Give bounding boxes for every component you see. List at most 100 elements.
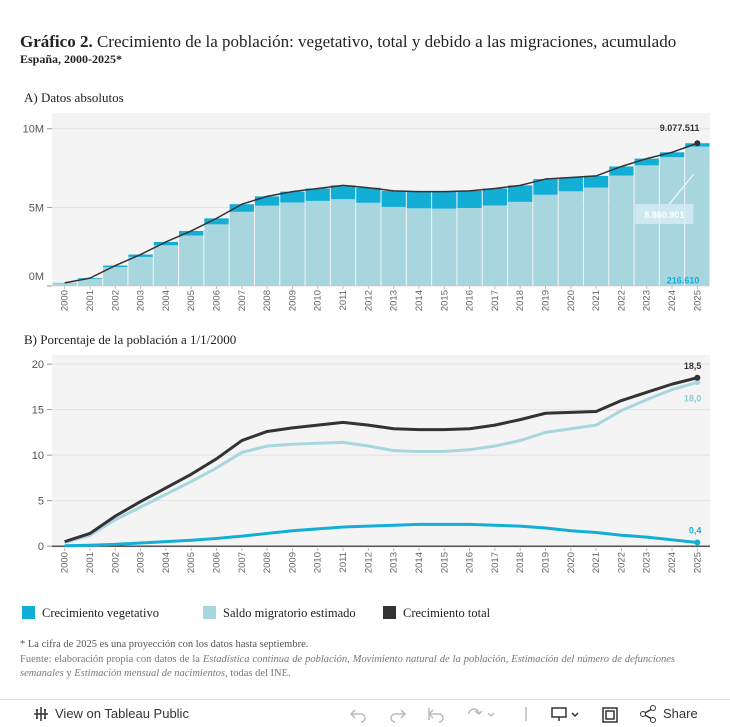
value-label: 18,0 xyxy=(684,393,702,403)
bar-segment xyxy=(457,207,482,286)
bar-segment xyxy=(609,166,634,176)
x-tick-label: 2008 xyxy=(262,552,273,573)
device[interactable] xyxy=(551,707,579,721)
line xyxy=(64,380,698,544)
source-part: Fuente: elaboración propia con datos de … xyxy=(20,654,203,665)
plot-background xyxy=(52,355,710,548)
x-tick-label: 2015 xyxy=(439,552,450,573)
bar-segment xyxy=(432,208,457,286)
annotation-box xyxy=(635,204,694,224)
x-tick-label: 2005 xyxy=(186,552,197,573)
x-tick-label: 2015 xyxy=(439,290,450,311)
x-tick-label: 2001 xyxy=(85,552,96,573)
bar-segment xyxy=(356,202,381,286)
y-tick-label: 10 xyxy=(32,450,44,462)
bar-segment xyxy=(204,224,229,286)
y-tick-label: 5 xyxy=(38,496,44,508)
bar-segment xyxy=(406,208,432,286)
source-part: Estadística continua de población xyxy=(202,654,348,665)
view-link[interactable]: View on Tableau Public xyxy=(55,706,189,721)
end-marker xyxy=(694,140,701,147)
x-tick-label: 2006 xyxy=(212,552,223,573)
y-tick-label: 0 xyxy=(38,541,44,553)
legend-label[interactable]: Crecimiento total xyxy=(403,606,491,620)
line xyxy=(64,376,698,544)
bar-segment xyxy=(330,199,356,286)
bar-segment xyxy=(634,158,659,166)
panel-title: B) Porcentaje de la población a 1/1/2000 xyxy=(24,332,237,347)
bar-segment xyxy=(558,191,583,286)
bar-segment xyxy=(533,179,558,195)
revert[interactable] xyxy=(427,708,444,723)
x-tick-label: 2025 xyxy=(692,552,703,573)
x-tick-label: 2023 xyxy=(642,552,653,573)
bar-segment xyxy=(128,256,153,286)
redo[interactable] xyxy=(390,709,407,723)
share-node xyxy=(640,711,646,717)
x-tick-label: 2013 xyxy=(389,290,400,311)
x-tick-label: 2007 xyxy=(237,552,248,573)
fullscreen[interactable] xyxy=(602,707,618,723)
share-button[interactable]: Share xyxy=(663,706,698,721)
x-tick-label: 2011 xyxy=(338,552,349,572)
x-tick-label: 2003 xyxy=(136,552,147,573)
title: Gráfico 2. Crecimiento de la población: … xyxy=(20,32,676,52)
undo[interactable] xyxy=(349,709,366,723)
value-label: 0,4 xyxy=(689,526,702,536)
bar-segment xyxy=(128,254,153,257)
y-tick-label: 5M xyxy=(29,202,44,214)
y-tick-label: 10M xyxy=(23,124,44,136)
x-tick-label: 2010 xyxy=(313,290,324,311)
toolbar: View on Tableau Public Share xyxy=(0,699,730,727)
source-part: Estimación mensual de nacimientos xyxy=(74,668,226,679)
bar-segment xyxy=(153,245,179,286)
bar-segment xyxy=(609,175,634,286)
bar-segment xyxy=(457,190,482,208)
x-tick-label: 2024 xyxy=(667,290,678,311)
legend: Crecimiento vegetativo Saldo migratorio e… xyxy=(0,606,730,626)
x-tick-label: 2011 xyxy=(338,290,349,310)
panel-title: A) Datos absolutos xyxy=(24,90,124,105)
x-tick-label: 2022 xyxy=(616,552,627,573)
source-part: , xyxy=(347,654,353,665)
bar-segment xyxy=(583,187,609,286)
bar-segment xyxy=(153,241,179,246)
x-tick-label: 2018 xyxy=(515,552,526,573)
x-tick-label: 2003 xyxy=(136,290,147,311)
x-tick-label: 2004 xyxy=(161,552,172,573)
legend-label[interactable]: Saldo migratorio estimado xyxy=(223,606,356,620)
source-part: , xyxy=(505,654,512,665)
line xyxy=(64,522,698,548)
x-tick-label: 2010 xyxy=(313,552,324,573)
bar-segment xyxy=(305,200,330,286)
bar-segment xyxy=(406,191,432,209)
y-tick-label: 0M xyxy=(29,271,44,283)
x-tick-label: 2021 xyxy=(591,552,602,573)
bar-segment xyxy=(229,211,254,286)
toolbar-icons xyxy=(349,705,656,723)
legend-label[interactable]: Crecimiento vegetativo xyxy=(42,606,159,620)
x-tick-label: 2009 xyxy=(287,290,298,311)
bar-segment xyxy=(482,188,508,206)
bar-segment xyxy=(634,165,659,286)
legend-swatch[interactable] xyxy=(203,606,216,619)
x-tick-label: 2013 xyxy=(389,552,400,573)
refresh[interactable] xyxy=(468,708,495,718)
x-tick-label: 2012 xyxy=(363,290,374,311)
x-tick-label: 2017 xyxy=(490,552,501,573)
x-tick-label: 2024 xyxy=(667,552,678,573)
x-tick-label: 2007 xyxy=(237,290,248,311)
x-tick-label: 2016 xyxy=(465,290,476,311)
bar-segment xyxy=(103,267,128,286)
end-marker xyxy=(694,539,701,546)
x-tick-label: 2014 xyxy=(414,552,425,573)
x-tick-label: 2009 xyxy=(287,552,298,573)
legend-swatch[interactable] xyxy=(22,606,35,619)
x-tick-label: 2001 xyxy=(85,290,96,311)
legend-swatch[interactable] xyxy=(383,606,396,619)
source-part: , todas del INE. xyxy=(225,668,291,679)
bar-segment xyxy=(381,190,406,207)
bar-segment xyxy=(254,196,280,206)
